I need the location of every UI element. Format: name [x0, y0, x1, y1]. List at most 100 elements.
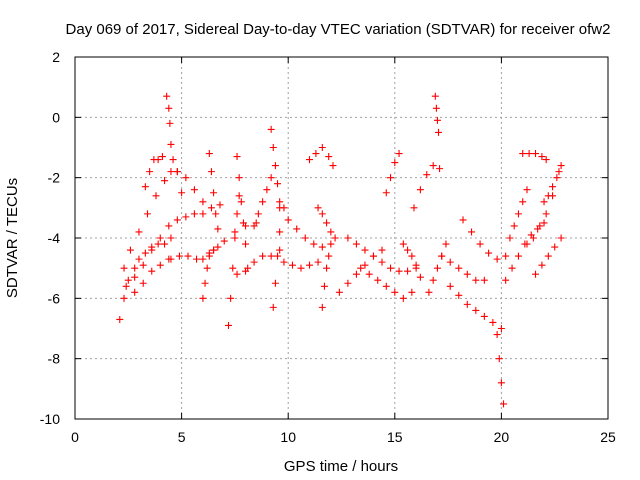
data-point [436, 165, 444, 173]
data-point [335, 288, 343, 296]
data-point [267, 252, 275, 260]
data-point [122, 282, 130, 290]
data-point [523, 186, 531, 194]
data-point [446, 258, 454, 266]
data-point [148, 246, 156, 254]
data-point [557, 162, 565, 170]
data-point [235, 192, 243, 200]
data-point [148, 267, 156, 275]
series-arc-32 [446, 282, 505, 332]
grid-layer [75, 57, 608, 419]
data-point [173, 216, 181, 224]
series-arc-04 [141, 153, 166, 191]
data-point [519, 150, 527, 158]
data-point [532, 150, 540, 158]
data-point [529, 234, 537, 242]
data-point [193, 255, 201, 263]
y-axis-title: SDTVAR / TECUs [4, 178, 21, 298]
data-point [167, 234, 175, 242]
data-point [166, 119, 174, 127]
data-point [158, 153, 166, 161]
data-point [519, 198, 527, 206]
data-point [182, 213, 190, 221]
data-point [502, 276, 510, 284]
data-point [306, 156, 314, 164]
data-point [472, 276, 480, 284]
data-point [318, 303, 326, 311]
data-point [429, 162, 437, 170]
data-point [314, 204, 322, 212]
data-point [199, 210, 207, 218]
data-point [163, 92, 171, 100]
data-point [382, 282, 390, 290]
data-point [557, 234, 565, 242]
data-point [146, 168, 154, 176]
data-point [199, 255, 207, 263]
data-point [344, 279, 352, 287]
data-point [135, 228, 143, 236]
data-point [344, 234, 352, 242]
data-point [318, 243, 326, 251]
data-point [325, 252, 333, 260]
data-point [175, 252, 183, 260]
data-point [173, 168, 181, 176]
data-point [472, 306, 480, 314]
x-tick-label: 25 [600, 429, 616, 445]
data-point [329, 162, 337, 170]
data-point [399, 240, 407, 248]
data-point [497, 325, 505, 332]
data-point [408, 288, 416, 296]
series-arc-03 [120, 168, 175, 272]
data-point [480, 312, 488, 320]
data-point [378, 258, 386, 266]
data-point [210, 189, 218, 197]
data-point [429, 276, 437, 284]
data-point [538, 261, 546, 269]
data-point [184, 252, 192, 260]
y-tick-label: 2 [52, 49, 60, 65]
data-point [497, 379, 505, 387]
x-tick-label: 20 [494, 429, 510, 445]
data-point [480, 276, 488, 284]
data-point [382, 189, 390, 197]
data-point [178, 189, 186, 197]
x-axis-title: GPS time / hours [284, 458, 398, 475]
data-point [412, 261, 420, 269]
data-point [233, 210, 241, 218]
data-point [120, 294, 128, 302]
data-point [502, 252, 510, 260]
series-arc-08 [173, 168, 224, 212]
x-tick-label: 0 [71, 429, 79, 445]
data-point [271, 162, 279, 170]
data-point [391, 159, 399, 167]
data-point [463, 300, 471, 308]
data-point [459, 216, 467, 224]
data-point [357, 264, 365, 272]
data-point [523, 240, 531, 248]
series-arc-10 [199, 243, 222, 302]
data-point [231, 228, 239, 236]
data-point [514, 252, 522, 260]
data-point [239, 219, 247, 227]
data-point [207, 168, 215, 176]
data-point [361, 261, 369, 269]
data-point [395, 150, 403, 158]
tick-layer: 0 5 10 15 20 25 -10 -8 -6 -4 -2 0 2 [40, 49, 616, 445]
data-point [276, 246, 284, 254]
series-arc-40 [540, 162, 565, 206]
y-tick-label: 0 [52, 109, 60, 125]
data-point [124, 276, 132, 284]
series-arc-18 [276, 204, 326, 251]
data-point [416, 273, 424, 281]
data-point [165, 222, 173, 230]
data-point [214, 243, 222, 251]
data-point [553, 174, 561, 182]
data-point [199, 198, 207, 206]
data-point [438, 252, 446, 260]
data-point [365, 270, 373, 278]
data-point [555, 168, 563, 176]
data-point [280, 258, 288, 266]
data-point [416, 186, 424, 194]
data-point [139, 279, 147, 287]
